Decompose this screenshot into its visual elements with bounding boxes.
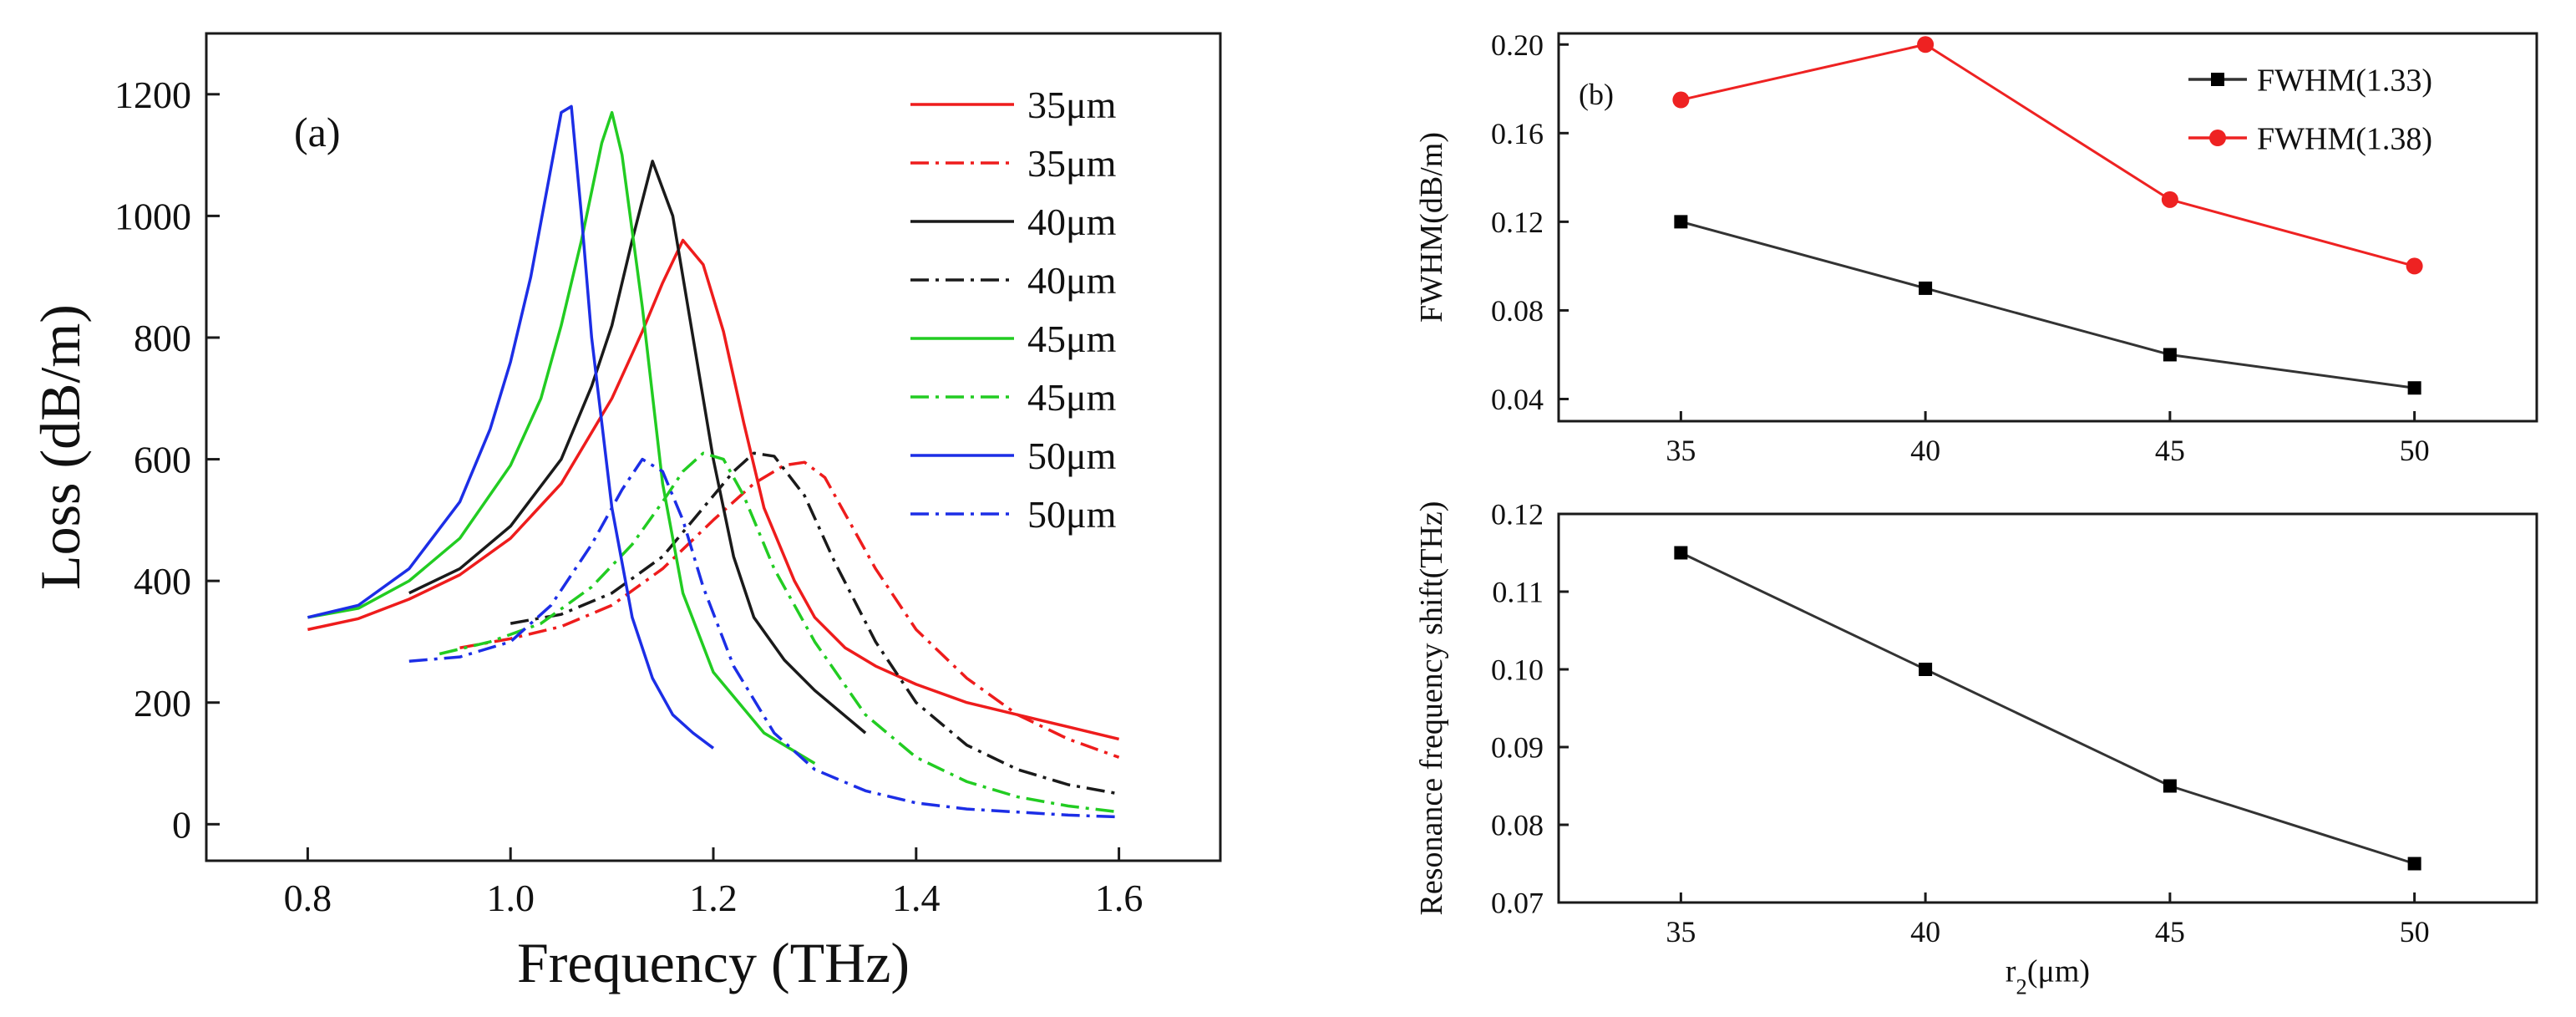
x-tick-label: 1.2 (689, 877, 738, 919)
x-tick-label: 40 (1910, 915, 1940, 948)
series-line-5 (307, 110, 816, 765)
legend-label: 40μm (1027, 259, 1117, 302)
data-point (2406, 257, 2423, 275)
y-tick-label: 0.10 (1491, 653, 1544, 687)
legend-label: 35μm (1027, 142, 1117, 185)
data-point (1672, 91, 1690, 109)
x-axis-label: r2(μm) (2006, 953, 2090, 999)
y-tick-label: 0.07 (1491, 887, 1544, 920)
y-tick-label: 400 (134, 560, 191, 603)
legend-label: 40μm (1027, 201, 1117, 243)
data-point (1919, 281, 1933, 295)
data-point (2407, 857, 2421, 871)
series-line-8 (408, 457, 1119, 819)
x-tick-label: 50 (2400, 434, 2430, 467)
chart-panel-3: 35 40 45 50 0.07 0.08 0.09 0.10 0.11 0.12 r2(μm) Re… (1414, 498, 2538, 999)
series-line-3 (408, 160, 867, 735)
y-axis-label: Loss (dB/m) (28, 304, 92, 590)
x-tick-label: 1.4 (892, 877, 941, 919)
y-tick-label: 0.09 (1491, 731, 1544, 765)
x-tick-label: 40 (1910, 434, 1940, 467)
y-tick-label: 1200 (114, 74, 191, 116)
legend-label: 45μm (1027, 376, 1117, 419)
series-line-1 (1680, 552, 2416, 865)
x-axis-label: Frequency (THz) (517, 931, 910, 994)
y-axis-label: Resonance frequency shift(THz) (1414, 501, 1449, 916)
legend-label: 50μm (1027, 493, 1117, 536)
y-tick-label: 0.11 (1492, 576, 1544, 609)
y-tick-label: 200 (134, 682, 191, 725)
y-tick-label: 0.08 (1491, 294, 1544, 328)
y-tick-label: 0.12 (1491, 206, 1544, 239)
legend-label: FWHM(1.33) (2257, 63, 2432, 98)
x-tick-label: 35 (1666, 915, 1696, 948)
y-tick-label: 0.08 (1491, 809, 1544, 842)
data-point (2163, 348, 2177, 362)
x-tick-label: 35 (1666, 434, 1696, 467)
panel-label: (a) (294, 109, 341, 155)
series-line-6 (439, 451, 1119, 814)
legend-label: FWHM(1.38) (2257, 121, 2432, 156)
y-tick-label: 800 (134, 317, 191, 359)
series-line-7 (307, 104, 715, 750)
x-tick-label: 50 (2400, 915, 2430, 948)
y-tick-label: 0.04 (1491, 383, 1544, 416)
data-point (1674, 215, 1688, 229)
data-point (2161, 191, 2178, 208)
y-axis-label: FWHM(dB/m) (1414, 132, 1449, 323)
series-line-4 (510, 451, 1119, 796)
legend-label: 35μm (1027, 84, 1117, 126)
x-tick-label: 1.0 (486, 877, 535, 919)
x-tick-label: 45 (2155, 915, 2185, 948)
series-line-2 (459, 460, 1120, 759)
legend-label: 50μm (1027, 435, 1117, 477)
series-line-1 (307, 238, 1120, 741)
data-point (1917, 36, 1935, 53)
chart-panel-2: 35 40 45 50 0.04 0.08 0.12 0.16 0.20 FWHM(dB/m) (b… (1414, 28, 2538, 467)
y-tick-label: 1000 (114, 195, 191, 237)
plot-frame (1557, 512, 2538, 904)
legend: 35μm 35μm 40μm 40μm 45μm 45μm 50μm 50μm (910, 84, 1117, 536)
data-point (1919, 663, 1933, 676)
chart-panel-1: 0.8 1.0 1.2 1.4 1.6 0 200 400 600 800 1000 1200 Freq… (28, 32, 1222, 994)
y-tick-label: 0.20 (1491, 28, 1544, 62)
data-point (1674, 546, 1688, 560)
y-tick-label: 0.16 (1491, 117, 1544, 150)
legend-marker (2209, 130, 2226, 146)
x-tick-label: 0.8 (284, 877, 332, 919)
panel-label: (b) (1579, 78, 1614, 111)
legend-marker (2211, 73, 2224, 86)
series-line-2 (1681, 43, 2416, 267)
legend-label: 45μm (1027, 318, 1117, 360)
x-tick-label: 1.6 (1095, 877, 1143, 919)
data-point (2163, 779, 2177, 793)
series-line-1 (1680, 220, 2415, 389)
plot-frame (1557, 32, 2538, 423)
y-tick-label: 0.12 (1491, 498, 1544, 531)
x-tick-label: 45 (2155, 434, 2185, 467)
y-tick-label: 600 (134, 439, 191, 481)
data-point (2407, 381, 2421, 395)
legend: FWHM(1.33) FWHM(1.38) (2188, 63, 2432, 156)
y-tick-label: 0 (172, 803, 191, 846)
